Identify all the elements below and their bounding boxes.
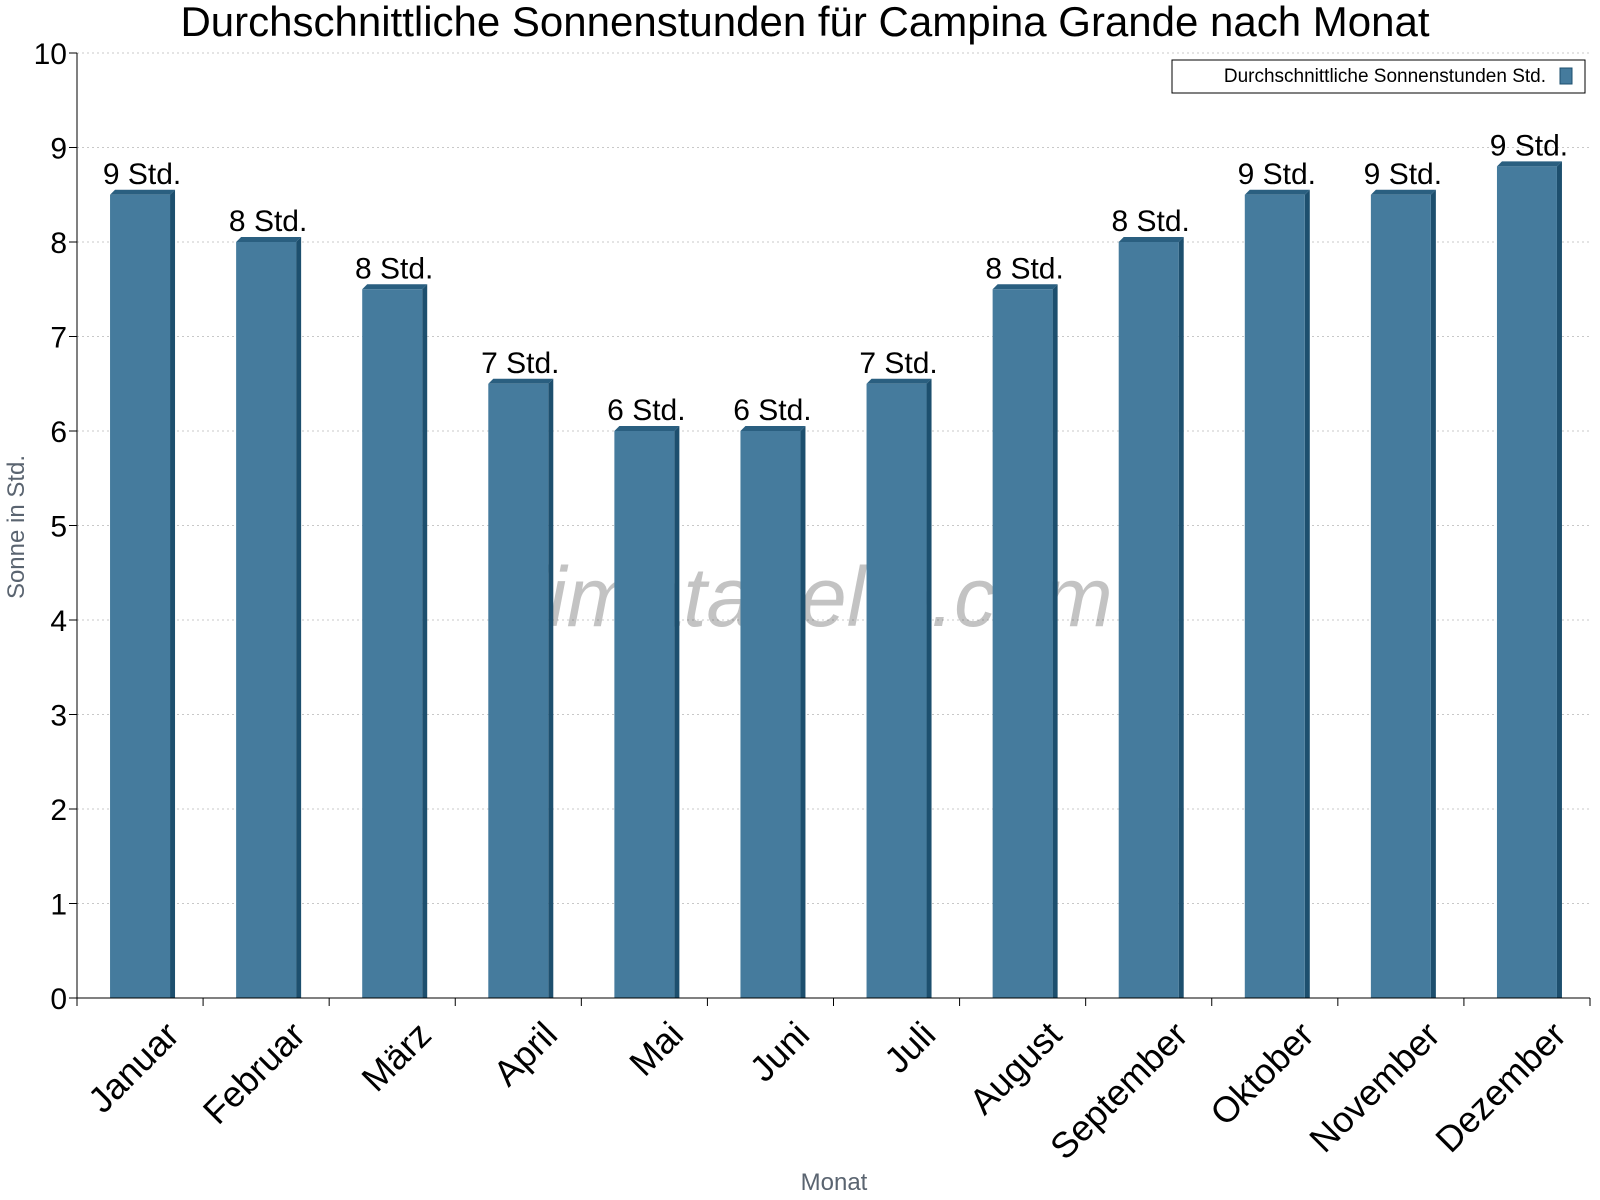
data-labels: 9 Std. 8 Std. 8 Std. 7 Std. 6 Std. 6 Std. 7 St… <box>103 129 1568 427</box>
bar-side <box>1304 189 1310 998</box>
bar <box>614 431 675 998</box>
x-axis-title: Monat <box>801 1169 868 1196</box>
x-tick-label: Juli <box>876 1014 943 1081</box>
bar <box>1118 242 1179 998</box>
legend-box <box>1171 59 1586 94</box>
bar <box>362 289 423 998</box>
bar-top <box>362 284 428 290</box>
y-tick-label: 7 <box>50 322 67 355</box>
y-tick-label: 2 <box>50 794 67 827</box>
bar-side <box>1430 189 1436 998</box>
y-tick-label: 10 <box>34 38 67 71</box>
bar <box>1370 194 1431 998</box>
y-tick-label: 1 <box>50 889 67 922</box>
x-tick-label: Oktober <box>1202 1014 1322 1134</box>
data-label: 8 Std. <box>229 205 307 238</box>
x-tick-label: August <box>961 1014 1069 1122</box>
bars <box>110 161 1562 998</box>
chart-title: Durchschnittliche Sonnenstunden für Camp… <box>180 0 1429 45</box>
y-tick-label: 9 <box>50 133 67 166</box>
y-tick-label: 0 <box>50 983 67 1016</box>
bar-top <box>614 426 680 431</box>
bar-side <box>422 284 428 998</box>
legend-label: Durchschnittliche Sonnenstunden Std. <box>1224 66 1546 87</box>
bar-top <box>1244 189 1310 195</box>
data-label: 9 Std. <box>1364 158 1442 191</box>
grid-lines <box>77 52 1590 904</box>
data-label: 7 Std. <box>481 347 559 380</box>
x-tick-label: Dezember <box>1427 1014 1573 1160</box>
x-tick-label: März <box>353 1014 439 1100</box>
bar-side <box>296 237 302 998</box>
bar <box>1496 166 1557 998</box>
x-tick-label: Mai <box>621 1014 691 1084</box>
bar <box>488 383 549 998</box>
bar-side <box>1052 284 1058 998</box>
data-label: 8 Std. <box>1112 205 1190 238</box>
bar-side <box>170 189 176 998</box>
bar-top <box>1496 161 1562 167</box>
x-tick-label: Juni <box>742 1014 818 1090</box>
x-tick-label: September <box>1042 1014 1196 1168</box>
bar-top <box>110 189 176 195</box>
bar <box>110 194 171 998</box>
data-label: 9 Std. <box>1238 158 1316 191</box>
bar-top <box>992 284 1058 290</box>
legend: Durchschnittliche Sonnenstunden Std. <box>1171 59 1586 94</box>
y-tick-label: 6 <box>50 416 67 449</box>
data-label: 9 Std. <box>103 158 181 191</box>
bar-side <box>1178 237 1184 998</box>
bar-top <box>1118 237 1184 242</box>
y-tick-label: 5 <box>50 511 67 544</box>
bar-side <box>1556 161 1562 998</box>
bar-top <box>866 378 932 384</box>
data-label: 8 Std. <box>985 252 1063 285</box>
y-tick-label: 8 <box>50 227 67 260</box>
bar-top <box>488 378 554 384</box>
y-tick-label: 4 <box>50 605 67 638</box>
data-label: 7 Std. <box>859 347 937 380</box>
legend-swatch <box>1559 67 1573 85</box>
data-label: 6 Std. <box>607 394 685 427</box>
y-tick-label: 3 <box>50 700 67 733</box>
x-tick-label: Januar <box>80 1014 187 1121</box>
x-tick-label: Februar <box>195 1014 313 1132</box>
bar-top <box>740 426 806 431</box>
bar <box>992 289 1053 998</box>
x-tick-label: April <box>485 1014 565 1094</box>
bar <box>740 431 801 998</box>
data-label: 9 Std. <box>1490 129 1568 162</box>
x-tick-label: November <box>1301 1014 1447 1160</box>
bar-top <box>236 237 302 242</box>
bar <box>866 383 927 998</box>
y-axis-title: Sonne in Std. <box>3 455 30 599</box>
bar-top <box>1370 189 1436 195</box>
bar <box>236 242 297 998</box>
bar-side <box>548 378 554 998</box>
bar <box>1244 194 1305 998</box>
data-label: 8 Std. <box>355 252 433 285</box>
bar-side <box>800 426 806 998</box>
bar-side <box>926 378 932 998</box>
data-label: 6 Std. <box>733 394 811 427</box>
bar-side <box>674 426 680 998</box>
